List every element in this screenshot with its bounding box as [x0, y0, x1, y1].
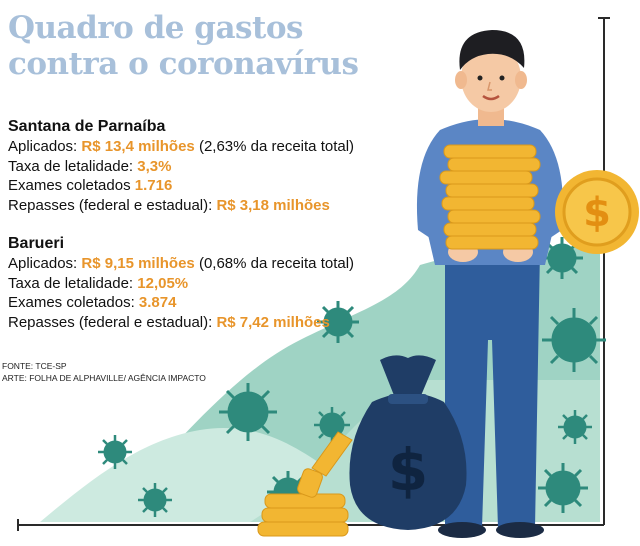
exams-label: Exames coletados	[8, 177, 131, 194]
svg-text:$: $	[583, 190, 611, 236]
transfers-value: R$ 7,42 milhões	[216, 313, 330, 331]
city-name: Barueri	[8, 235, 65, 252]
source-credit: FONTE: TCE-SP	[2, 361, 67, 371]
transfers-label: Repasses (federal e estadual):	[8, 313, 213, 331]
exams-row: Exames coletados: 3.874	[8, 293, 354, 313]
lethality-label: Taxa de letalidade:	[8, 274, 134, 292]
city-name: Santana de Parnaíba	[8, 118, 166, 135]
transfers-label: Repasses (federal e estadual):	[8, 196, 213, 214]
lethality-value: 12,05%	[137, 274, 189, 292]
exams-value: 1.716	[134, 177, 173, 194]
applied-value: R$ 9,15 milhões	[81, 255, 195, 272]
page-title: Quadro de gastos contra o coronavírus	[8, 10, 359, 82]
applied-label: Aplicados:	[8, 138, 78, 155]
lethality-row: Taxa de letalidade: 3,3%	[8, 157, 354, 177]
title-line-1: Quadro de gastos	[8, 10, 303, 46]
exams-label: Exames coletados:	[8, 294, 135, 311]
applied-note: (0,68% da receita total)	[198, 255, 355, 272]
man-holding-coins	[416, 30, 564, 538]
lethality-row: Taxa de letalidade: 12,05%	[8, 274, 354, 294]
exams-row: Exames coletados 1.716	[8, 176, 354, 196]
transfers-value: R$ 3,18 milhões	[216, 196, 330, 214]
lethality-value: 3,3%	[137, 157, 172, 175]
city-block-santana: Santana de Parnaíba Aplicados: R$ 13,4 m…	[8, 117, 354, 215]
applied-row: Aplicados: R$ 13,4 milhões (2,63% da rec…	[8, 137, 354, 157]
exams-value: 3.874	[138, 294, 177, 311]
credits: FONTE: TCE-SP ARTE: FOLHA DE ALPHAVILLE/…	[2, 360, 206, 384]
title-line-2: contra o coronavírus	[8, 46, 359, 82]
applied-row: Aplicados: R$ 9,15 milhões (0,68% da rec…	[8, 254, 354, 274]
city-block-barueri: Barueri Aplicados: R$ 9,15 milhões (0,68…	[8, 234, 354, 332]
art-credit: ARTE: FOLHA DE ALPHAVILLE/ AGÊNCIA IMPAC…	[2, 373, 206, 383]
applied-note: (2,63% da receita total)	[198, 138, 355, 155]
dollar-coin-icon: $	[555, 170, 639, 254]
money-bag-icon: $	[349, 355, 467, 530]
hill-light	[40, 428, 330, 522]
lethality-label: Taxa de letalidade:	[8, 157, 134, 175]
transfers-row: Repasses (federal e estadual): R$ 3,18 m…	[8, 196, 354, 216]
transfers-row: Repasses (federal e estadual): R$ 7,42 m…	[8, 313, 354, 333]
applied-value: R$ 13,4 milhões	[81, 138, 195, 155]
applied-label: Aplicados:	[8, 255, 78, 272]
svg-text:$: $	[388, 436, 428, 504]
